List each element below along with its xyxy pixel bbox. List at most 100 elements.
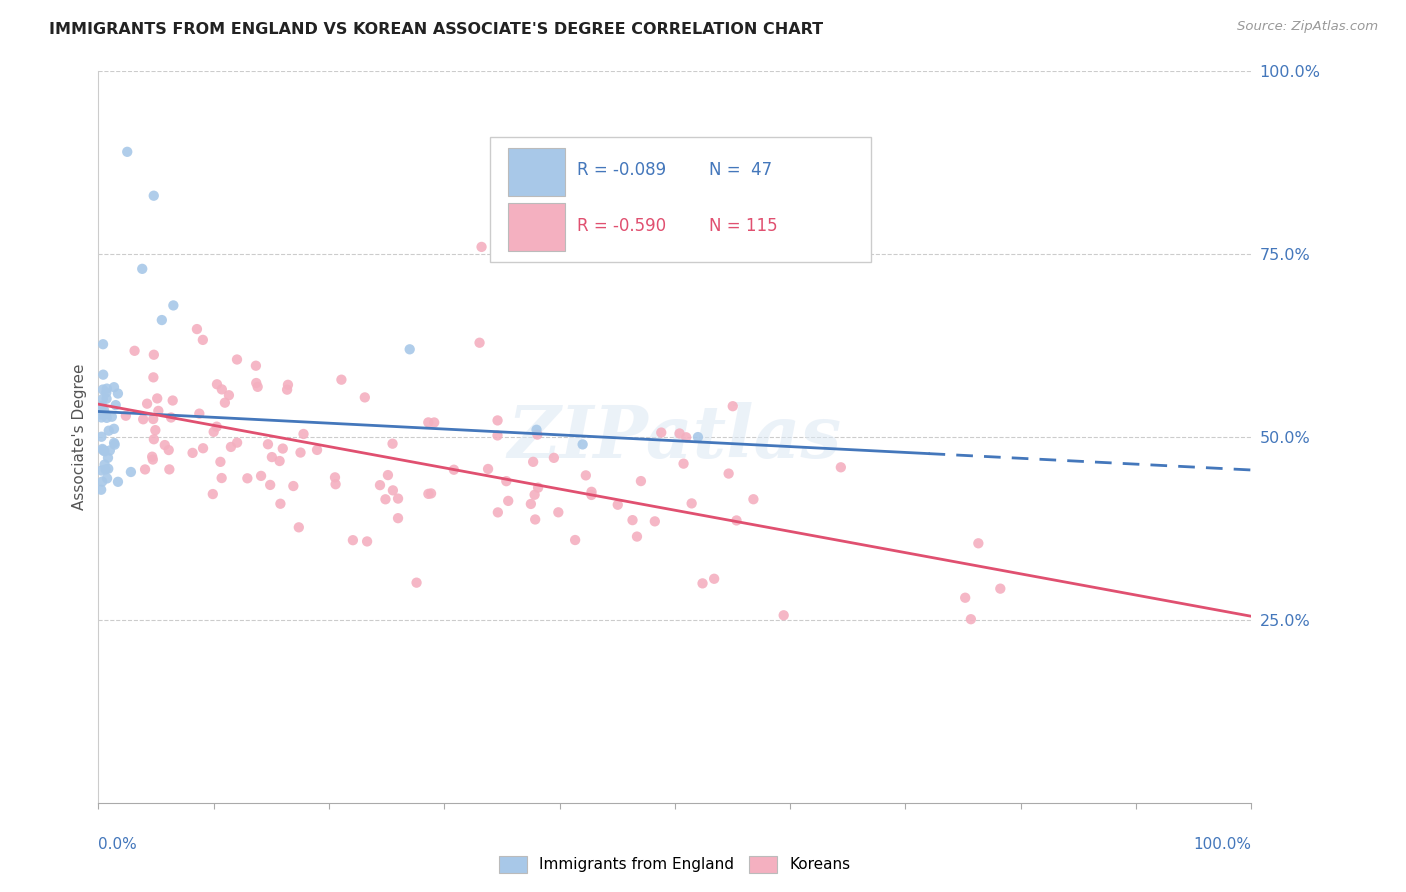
Point [988,582,1011,596]
Point [103,422,125,436]
Point [772,608,794,623]
Point [523,488,546,502]
Point [141,450,163,464]
Point [374,492,396,507]
Point [91,442,114,456]
Point [271,442,294,456]
Point [93,444,115,458]
Point [131,261,153,276]
Text: IMMIGRANTS FROM ENGLAND VS KOREAN ASSOCIATE'S DEGREE CORRELATION CHART: IMMIGRANTS FROM ENGLAND VS KOREAN ASSOCI… [49,22,824,37]
Point [226,352,249,367]
Point [90,410,112,425]
Y-axis label: Associate's Degree: Associate's Degree [72,364,87,510]
Point [486,413,509,427]
Point [486,505,509,519]
Point [564,533,586,547]
Point [323,470,346,484]
Point [115,409,138,423]
Point [668,426,690,441]
Point [148,404,170,418]
Text: N = 115: N = 115 [710,218,778,235]
Point [368,478,391,492]
Point [960,612,983,626]
Point [486,428,509,442]
Point [245,376,267,390]
Point [91,392,114,406]
FancyBboxPatch shape [508,148,565,195]
Point [250,469,273,483]
Point [443,463,465,477]
Point [418,487,440,501]
Point [132,412,155,426]
Point [953,591,976,605]
Point [146,392,169,406]
Point [581,488,603,502]
Point [142,452,165,467]
Point [246,380,269,394]
Point [142,370,165,384]
Point [290,445,312,459]
Point [423,416,446,430]
Point [209,455,232,469]
Point [571,437,593,451]
Point [94,462,117,476]
Point [162,393,184,408]
Text: R = -0.590: R = -0.590 [576,218,666,235]
Point [97,450,120,465]
Point [526,427,548,442]
Point [675,430,697,444]
Point [524,512,547,526]
Point [496,494,519,508]
Point [91,337,114,351]
Point [269,454,291,468]
Point [543,450,565,465]
Point [283,479,305,493]
Point [205,377,228,392]
Point [134,462,156,476]
Point [91,383,114,397]
Point [259,478,281,492]
Point [325,477,347,491]
Point [94,408,117,422]
Point [205,419,228,434]
Point [468,335,491,350]
Point [188,407,211,421]
Point [681,496,703,510]
Point [575,468,598,483]
Point [90,483,112,497]
Point [162,298,184,312]
Point [219,440,242,454]
Point [150,313,173,327]
Point [89,406,111,420]
Point [107,386,129,401]
Point [157,443,180,458]
Point [717,467,740,481]
Point [201,487,224,501]
Text: ZIPatlas: ZIPatlas [508,401,842,473]
Text: N =  47: N = 47 [710,161,772,179]
Point [97,462,120,476]
Point [96,382,118,396]
Point [143,423,166,437]
Point [93,403,115,417]
Point [136,397,159,411]
Point [495,474,517,488]
Legend: Immigrants from England, Koreans: Immigrants from England, Koreans [494,849,856,880]
FancyBboxPatch shape [491,137,870,261]
Point [245,359,267,373]
Point [470,240,492,254]
Point [226,435,249,450]
Point [101,409,124,424]
Point [307,442,329,457]
Point [186,322,208,336]
Point [96,385,118,400]
Point [202,425,225,439]
Point [381,483,404,498]
Point [96,410,118,425]
Point [90,464,112,478]
Point [830,460,852,475]
Point [356,534,378,549]
Point [277,377,299,392]
Point [153,438,176,452]
Point [107,475,129,489]
